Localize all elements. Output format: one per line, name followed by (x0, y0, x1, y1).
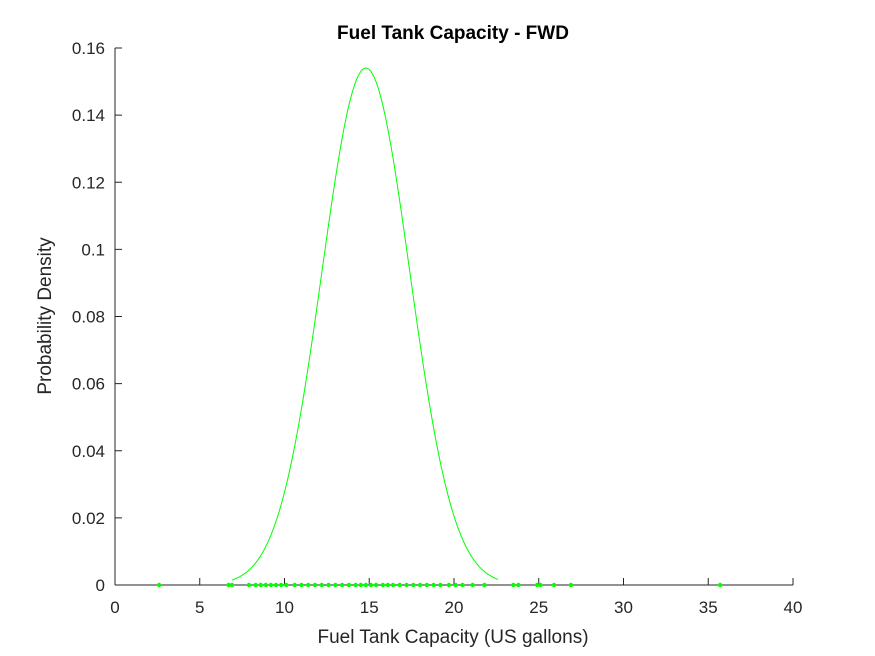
data-point (453, 582, 458, 588)
data-point (373, 582, 379, 588)
data-point (438, 582, 443, 588)
data-point (534, 582, 540, 588)
data-point (470, 582, 475, 588)
data-point (460, 582, 465, 588)
y-tick-label: 0.02 (72, 509, 105, 528)
data-point (306, 582, 311, 588)
data-point (368, 582, 374, 588)
data-point (353, 582, 358, 588)
x-tick-label: 30 (614, 598, 633, 617)
data-point (717, 582, 723, 588)
data-point (229, 582, 235, 588)
data-point (312, 582, 318, 588)
chart-title: Fuel Tank Capacity - FWD (337, 23, 569, 44)
data-point (417, 582, 423, 588)
plot-area: 0 5 10 15 20 25 30 35 40 0 0.02 0.04 0.06 0.08 0.1 0.1… (72, 39, 803, 617)
data-point (404, 582, 409, 588)
data-point (292, 582, 297, 588)
pdf-curve (231, 67, 499, 581)
x-tick-label: 35 (699, 598, 718, 617)
data-point (253, 582, 258, 588)
y-axis-label: Probability Density (35, 237, 56, 395)
x-tick-label: 40 (784, 598, 803, 617)
data-point (339, 582, 345, 588)
data-point (411, 582, 416, 588)
data-point (268, 582, 274, 588)
data-point (258, 582, 263, 588)
data-point (358, 582, 363, 588)
data-point (551, 582, 557, 588)
y-tick-label: 0.14 (72, 106, 105, 125)
y-tick-label: 0.08 (72, 308, 105, 327)
data-point (511, 582, 516, 588)
y-tick-label: 0.06 (72, 375, 105, 394)
data-point (516, 582, 521, 588)
x-tick-label: 15 (360, 598, 379, 617)
y-axis-ticks: 0 0.02 0.04 0.06 0.08 0.1 0.12 0.14 0.16 (72, 39, 122, 595)
data-point (273, 582, 279, 588)
x-tick-label: 5 (195, 598, 204, 617)
data-point (299, 582, 304, 588)
data-point (390, 582, 396, 588)
data-point (385, 582, 391, 588)
y-tick-label: 0.12 (72, 173, 105, 192)
data-point (380, 582, 386, 588)
data-point (333, 582, 338, 588)
data-point (326, 582, 331, 588)
x-axis-label: Fuel Tank Capacity (US gallons) (317, 627, 588, 648)
data-point (431, 582, 436, 588)
data-points (156, 582, 723, 588)
y-tick-label: 0.1 (81, 240, 105, 259)
data-point (363, 582, 369, 588)
x-tick-label: 10 (275, 598, 294, 617)
y-tick-label: 0 (96, 576, 105, 595)
data-point (446, 582, 452, 588)
x-axis-ticks: 0 5 10 15 20 25 30 35 40 (110, 578, 802, 617)
data-point (346, 582, 352, 588)
data-point (278, 582, 284, 588)
data-point (246, 582, 252, 588)
data-point (319, 582, 324, 588)
x-tick-label: 0 (110, 598, 119, 617)
data-point (397, 582, 402, 588)
data-point (424, 582, 430, 588)
data-point (156, 582, 162, 588)
data-point (568, 582, 574, 588)
data-point (538, 582, 543, 588)
y-tick-label: 0.04 (72, 442, 105, 461)
data-point (263, 582, 269, 588)
x-tick-label: 25 (529, 598, 548, 617)
data-point (226, 582, 231, 588)
x-tick-label: 20 (445, 598, 464, 617)
data-point (482, 582, 487, 588)
data-point (283, 582, 289, 588)
y-tick-label: 0.16 (72, 39, 105, 58)
